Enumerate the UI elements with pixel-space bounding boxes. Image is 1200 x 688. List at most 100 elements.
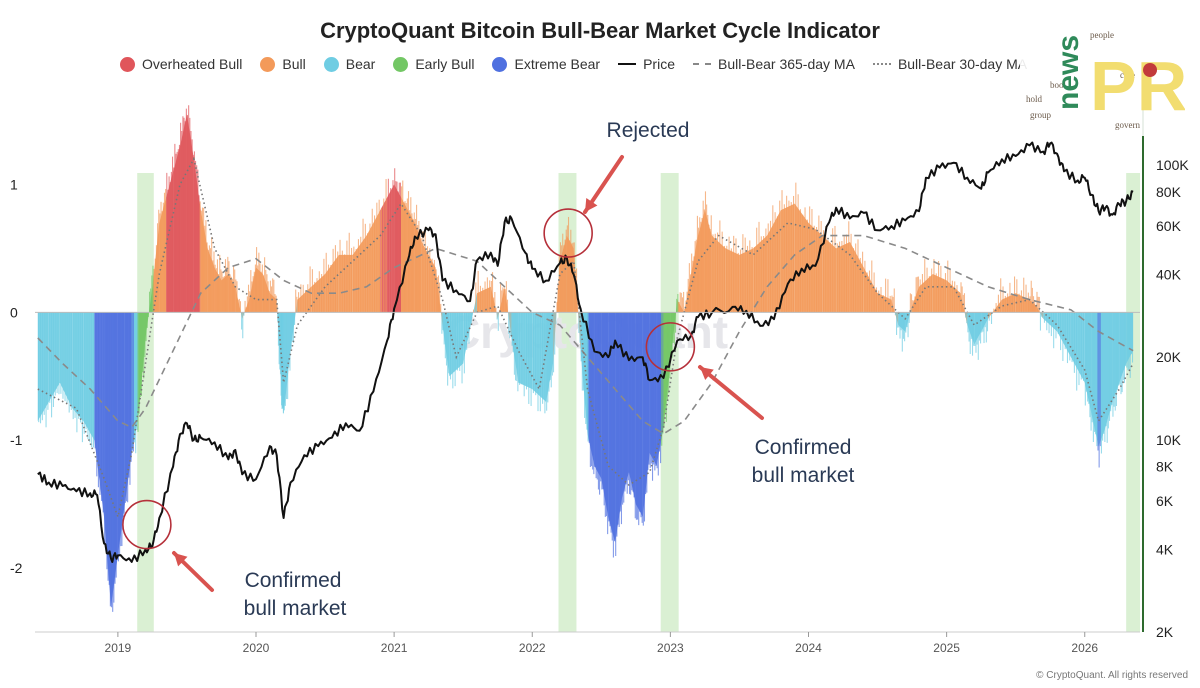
indicator-segment	[380, 184, 395, 313]
x-tick-label: 2025	[933, 641, 960, 655]
left-tick-label: 1	[10, 177, 18, 193]
copyright-text: © CryptoQuant. All rights reserved	[1036, 670, 1188, 681]
indicator-segment	[932, 274, 947, 313]
series-lines	[37, 141, 1134, 563]
indicator-segment	[739, 248, 754, 313]
legend-swatch	[618, 63, 637, 65]
chart-title: CryptoQuant Bitcoin Bull-Bear Market Cyc…	[320, 18, 880, 43]
legend-item-overheated-bull: Overheated Bull	[120, 56, 242, 72]
left-tick-label: -1	[10, 432, 23, 448]
indicator-segment	[477, 286, 491, 313]
axes: 1 0 -1 -2 100K 80K 60K 40K 20K 10K 8K 6K 4K 2K 2019 202…	[10, 95, 1189, 681]
right-tick-label: 10K	[1156, 432, 1182, 448]
indicator-segment	[352, 235, 367, 313]
annotation-circle	[543, 208, 593, 258]
legend-label: Bull-Bear 365-day MA	[717, 56, 855, 72]
right-tick-label: 100K	[1156, 157, 1189, 173]
highlight-band	[137, 173, 154, 632]
annotation-confirmed-2023-line1: Confirmed	[755, 436, 852, 459]
right-tick-label: 20K	[1156, 349, 1182, 365]
svg-text:hold: hold	[1026, 94, 1043, 104]
indicator-segment	[366, 210, 381, 313]
x-tick-label: 2020	[243, 641, 270, 655]
highlight-band	[660, 173, 679, 632]
indicator-segment	[449, 312, 464, 377]
indicator-segment	[297, 286, 312, 313]
legend-item-price: Price	[618, 56, 675, 72]
indicator-segment	[960, 293, 968, 326]
left-tick-label: -2	[10, 560, 23, 576]
logo-pr-word: PR	[1090, 47, 1185, 125]
x-tick-label: 2021	[381, 641, 408, 655]
annotation-arrowhead	[174, 553, 188, 567]
chart-legend: Overheated Bull Bull Bear Early Bull Ext…	[120, 56, 1027, 72]
indicator-segment	[753, 235, 768, 313]
x-tick-label: 2019	[105, 641, 132, 655]
highlight-bands	[137, 173, 1140, 632]
x-tick-label: 2023	[657, 641, 684, 655]
svg-text:care: care	[1120, 70, 1135, 80]
annotation-arrow	[698, 365, 764, 420]
x-tick-label: 2024	[795, 641, 822, 655]
price-line	[37, 141, 1134, 563]
indicator-segment	[725, 248, 740, 313]
annotation-confirmed-2023-line2: bull market	[752, 464, 855, 487]
legend-label: Overheated Bull	[142, 56, 243, 72]
indicator-segment	[1015, 293, 1030, 313]
svg-text:bool: bool	[1050, 80, 1067, 90]
ma365-line	[37, 234, 1134, 435]
right-tick-label: 2K	[1156, 624, 1174, 640]
legend-label: Bull	[282, 56, 306, 72]
indicator-segment	[37, 312, 49, 422]
logo-news-word: news	[1052, 35, 1085, 110]
svg-text:people: people	[1090, 30, 1114, 40]
legend-swatch	[120, 56, 135, 72]
indicator-segment	[532, 312, 547, 402]
legend-swatch	[692, 63, 711, 65]
indicator-segment	[94, 312, 105, 517]
legend-swatch	[323, 56, 339, 72]
legend-swatch	[393, 56, 409, 72]
indicator-segment	[711, 235, 726, 313]
legend-swatch	[492, 56, 508, 72]
indicator-segment	[59, 312, 73, 409]
indicator-segment	[794, 203, 809, 313]
indicator-segment	[518, 312, 533, 390]
legend-item-ma30: Bull-Bear 30-day MA	[872, 56, 1027, 72]
legend-swatch	[872, 63, 891, 65]
right-tick-label: 60K	[1156, 218, 1182, 234]
annotation-arrowhead	[700, 367, 714, 380]
indicator-segment	[919, 274, 933, 313]
indicator-segment	[72, 312, 84, 422]
annotation-arrowhead	[585, 198, 598, 212]
ma30-line	[37, 156, 1134, 520]
legend-swatch	[260, 56, 276, 72]
indicator-segment	[48, 312, 60, 402]
indicator-segment	[822, 235, 837, 313]
right-tick-label: 6K	[1156, 493, 1174, 509]
indicator-segment	[325, 254, 339, 313]
right-tick-label: 80K	[1156, 184, 1182, 200]
indicator-segment	[877, 293, 892, 313]
legend-item-bear: Bear	[323, 56, 376, 72]
annotation-confirmed-2019-line1: Confirmed	[245, 569, 342, 592]
indicator-segment	[849, 242, 864, 313]
right-tick-label: 8K	[1156, 459, 1174, 475]
legend-item-early-bull: Early Bull	[393, 56, 474, 72]
indicator-segment	[421, 242, 436, 313]
legend-item-bull: Bull	[260, 56, 306, 72]
legend-label: Extreme Bear	[514, 56, 601, 72]
legend-label: Bear	[345, 56, 376, 72]
x-tick-label: 2026	[1071, 641, 1098, 655]
svg-text:govern: govern	[1115, 120, 1140, 130]
x-tick-label: 2022	[519, 641, 546, 655]
indicator-segment	[988, 299, 1002, 319]
legend-item-extreme-bear: Extreme Bear	[492, 56, 600, 72]
legend-label: Price	[643, 56, 675, 72]
annotation-circle	[122, 499, 172, 550]
indicator-segment	[1070, 312, 1085, 383]
indicator-segment	[836, 242, 850, 313]
annotations: Rejected Confirmed bull market Confirmed bul…	[122, 119, 855, 620]
right-tick-label: 40K	[1156, 266, 1182, 282]
